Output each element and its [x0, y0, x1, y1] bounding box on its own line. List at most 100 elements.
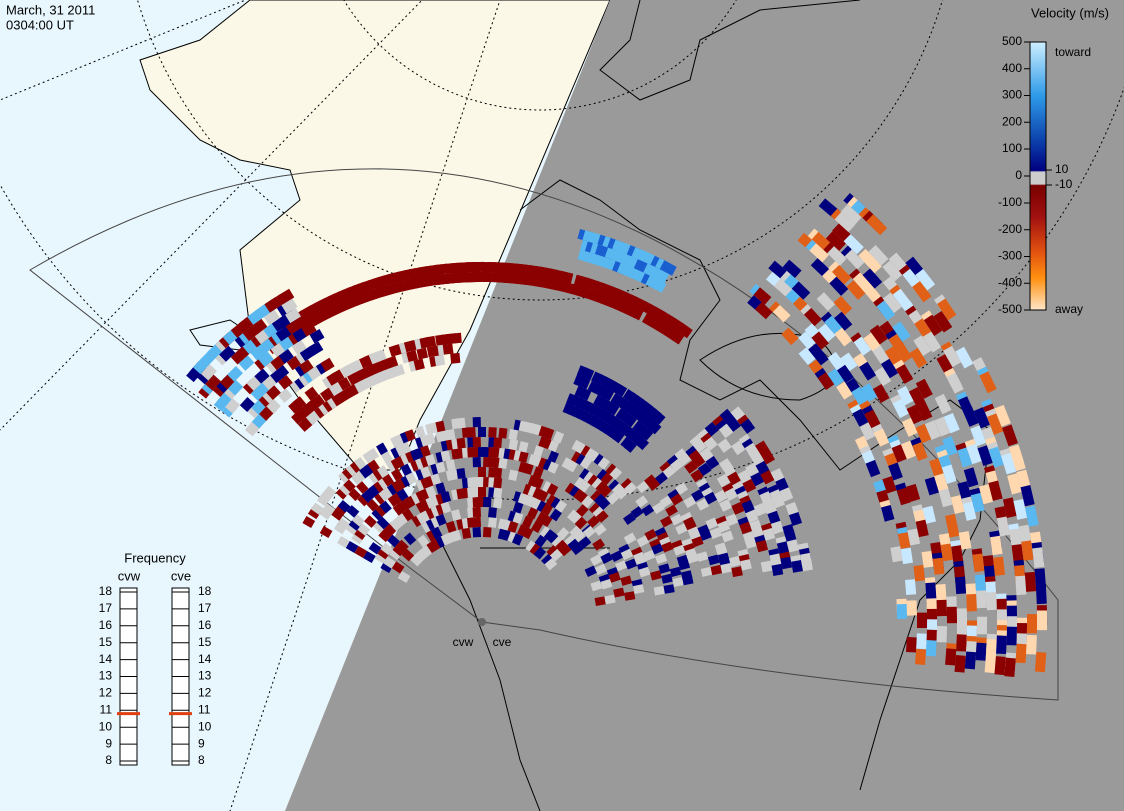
scatter-cell [594, 563, 608, 576]
scatter-cell [275, 326, 292, 342]
scatter-cell [882, 292, 902, 313]
scatter-cell [608, 572, 621, 583]
scatter-cell [866, 214, 888, 236]
scatter-cell [258, 338, 275, 354]
scatter-cell [791, 281, 811, 300]
scatter-cell [651, 543, 664, 555]
scatter-cell [760, 470, 775, 485]
scatter-cell [410, 553, 423, 567]
scatter-cell [1006, 626, 1018, 646]
scatter-cell [798, 347, 816, 365]
scatter-cell [578, 479, 591, 493]
scatter-cell [546, 544, 560, 558]
scatter-cell [334, 504, 348, 517]
scatter-cell [281, 298, 298, 314]
scatter-cell [936, 599, 948, 617]
scatter-cell [643, 549, 656, 562]
scatter-cell [817, 372, 835, 390]
scatter-cell [482, 496, 492, 508]
scatter-cell [832, 264, 852, 285]
scatter-cell [955, 346, 974, 369]
scatter-cell [686, 553, 699, 564]
scatter-cell [937, 298, 957, 321]
scatter-cell [319, 526, 333, 538]
scatter-cell [922, 331, 942, 353]
scatter-cell [583, 471, 596, 484]
scatter-cell [964, 651, 977, 670]
scatter-cell [638, 566, 651, 578]
scatter-cell [227, 366, 243, 382]
scatter-cell [660, 515, 673, 528]
scatter-cell [666, 454, 681, 468]
scatter-cell [205, 374, 222, 391]
scatter-cell [301, 414, 316, 429]
scatter-cell [913, 564, 926, 582]
scatter-cell [704, 491, 718, 505]
scatter-cell [471, 261, 485, 273]
scatter-cell [798, 331, 816, 350]
scatter-cell [615, 408, 629, 422]
scatter-cell [1021, 540, 1034, 561]
scatter-cell [868, 244, 889, 266]
scatter-cell [440, 450, 451, 462]
scatter-cell [570, 542, 584, 556]
scatter-cell [976, 590, 987, 609]
scatter-cell [590, 416, 603, 429]
scatter-cell [632, 420, 646, 434]
scatter-cell [760, 449, 776, 465]
scatter-cell [632, 584, 645, 595]
scatter-cell [549, 548, 563, 562]
scatter-cell [705, 517, 719, 530]
scatter-cell [620, 548, 634, 561]
scatter-cell [371, 507, 385, 521]
scatter-cell [872, 345, 890, 366]
scatter-cell [482, 526, 492, 538]
scatter-cell [610, 550, 624, 562]
scatter-cell [603, 424, 616, 438]
scatter-cell [450, 332, 462, 344]
scatter-cell [896, 487, 911, 506]
colorbar-title: Velocity (m/s) [1031, 5, 1109, 20]
scatter-cell [414, 425, 426, 438]
scatter-cell [367, 447, 380, 461]
scatter-cell [975, 642, 987, 661]
scatter-cell [979, 371, 997, 394]
scatter-cell [872, 384, 890, 403]
scatter-cell [569, 485, 582, 499]
scatter-cell [387, 534, 400, 548]
scatter-cell [592, 506, 606, 519]
scatter-cell [1015, 575, 1027, 596]
scatter-cell [582, 525, 596, 539]
scatter-cell [311, 394, 326, 408]
scatter-cell [488, 507, 497, 518]
scatter-cell [1002, 497, 1017, 518]
scatter-cell [359, 465, 372, 479]
scatter-cell [882, 260, 903, 282]
scatter-cell [302, 516, 316, 528]
scatter-cell [600, 578, 613, 590]
scatter-cell [351, 531, 364, 545]
scatter-cell [425, 454, 436, 466]
scatter-cell [962, 501, 977, 521]
scatter-cell [833, 295, 853, 316]
scatter-cell [420, 445, 431, 458]
scatter-cell [829, 276, 849, 296]
scatter-cell [717, 438, 732, 453]
scatter-cell [716, 473, 731, 488]
scatter-cell [623, 414, 637, 428]
scatter-cell [641, 504, 655, 517]
scatter-cell [1034, 651, 1047, 673]
scatter-cell [293, 314, 309, 330]
scatter-cell [571, 439, 584, 453]
scatter-cell [363, 551, 376, 563]
scatter-cell [392, 543, 406, 557]
scatter-cell [266, 398, 281, 414]
scatter-cell [770, 520, 784, 535]
scatter-cell [316, 493, 330, 507]
scatter-cell [354, 468, 368, 482]
scatter-cell [672, 577, 684, 588]
scatter-cell [353, 456, 367, 470]
scatter-cell [896, 604, 908, 619]
scatter-cell [575, 453, 588, 467]
